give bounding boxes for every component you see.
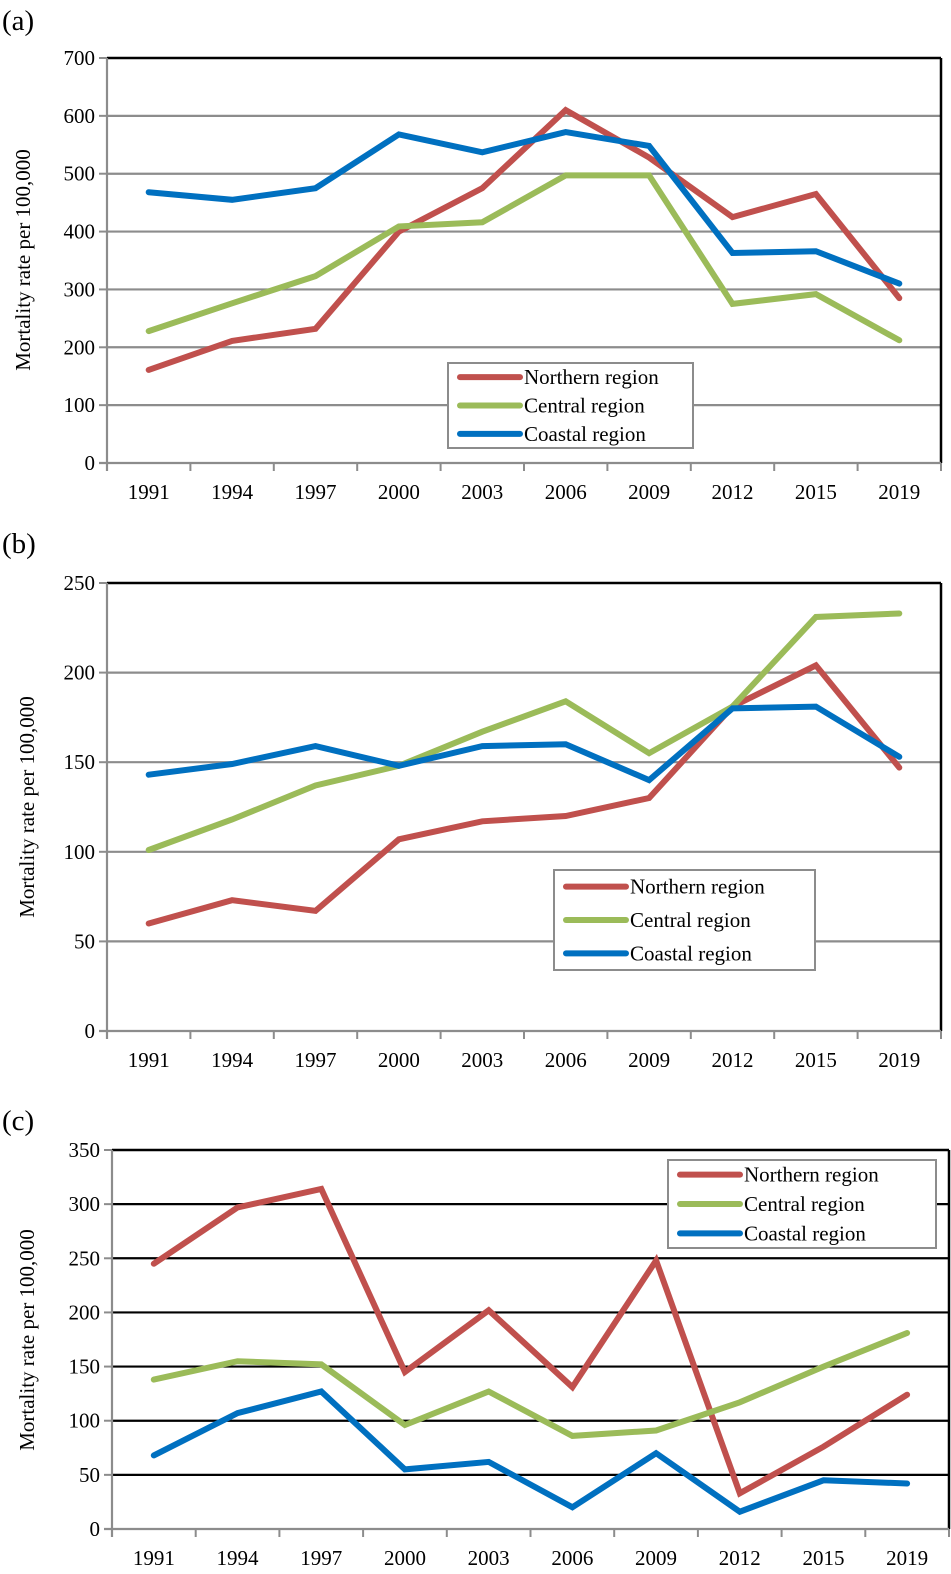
y-tick-label: 500	[64, 162, 96, 186]
x-tick-label: 2015	[795, 480, 837, 504]
x-tick-label: 1991	[128, 480, 170, 504]
series-group	[145, 106, 903, 373]
legend-label: Coastal region	[524, 422, 646, 446]
x-tick-label: 2012	[719, 1546, 761, 1570]
legend-label: Central region	[524, 394, 645, 418]
x-tick-label: 2012	[712, 480, 754, 504]
x-tick-label: 2003	[468, 1546, 510, 1570]
legend: Northern region Central region Coastal reg…	[447, 362, 694, 449]
series-line-coastal-region	[145, 703, 903, 784]
series-line-central-region	[145, 172, 903, 344]
series-line-coastal-region	[150, 1388, 911, 1516]
x-tick-label: 2006	[545, 1048, 587, 1072]
legend-label: Coastal region	[630, 941, 752, 965]
x-tick-label: 2000	[378, 480, 420, 504]
x-tick-label: 2019	[878, 1048, 920, 1072]
x-tick-label: 1997	[295, 1048, 337, 1072]
y-tick-label: 50	[79, 1463, 100, 1487]
legend-label: Coastal region	[744, 1221, 866, 1245]
y-tick-label: 600	[64, 104, 96, 128]
x-tick-label: 2000	[378, 1048, 420, 1072]
legend-label: Central region	[630, 908, 751, 932]
legend-label: Central region	[744, 1192, 865, 1216]
series-group	[145, 610, 903, 927]
y-axis-title: Mortality rate per 100,000	[11, 149, 35, 371]
y-tick-label: 0	[85, 451, 96, 475]
y-tick-label: 100	[64, 840, 96, 864]
x-tick-label: 1997	[300, 1546, 342, 1570]
series-line-northern-region	[145, 106, 903, 373]
x-tick-label: 2015	[795, 1048, 837, 1072]
x-tick-label: 2003	[461, 1048, 503, 1072]
panel-label: (c)	[2, 1105, 34, 1137]
x-tick-label: 2019	[878, 480, 920, 504]
y-tick-label: 200	[64, 661, 96, 685]
y-tick-label: 250	[64, 571, 96, 595]
series-line-northern-region	[150, 1185, 911, 1498]
series-line-central-region	[150, 1330, 911, 1439]
chart-panel: (b) 0 50 100 150 200 250 1991 1994 1997 2000 2003 20…	[2, 528, 943, 1072]
x-tick-label: 1994	[217, 1546, 260, 1570]
y-tick-label: 0	[90, 1517, 101, 1541]
x-tick-label: 2009	[635, 1546, 677, 1570]
y-tick-label: 0	[85, 1019, 96, 1043]
y-tick-label: 350	[69, 1138, 101, 1162]
chart-panel: (a) 0 100 200 300 400 500 600 700 1991 1994 1997 200…	[2, 5, 943, 504]
x-tick-label: 2009	[628, 480, 670, 504]
x-tick-label: 2009	[628, 1048, 670, 1072]
y-tick-label: 150	[64, 750, 96, 774]
y-tick-label: 100	[69, 1409, 101, 1433]
series-line-central-region	[145, 610, 903, 853]
chart-panel: (c) 0 50 100 150 200 250 300 350 1991 1994 1997 2000…	[2, 1105, 951, 1570]
y-axis-title: Mortality rate per 100,000	[15, 1229, 39, 1451]
y-tick-label: 50	[74, 929, 95, 953]
x-tick-label: 2015	[802, 1546, 844, 1570]
x-tick-label: 1994	[211, 1048, 254, 1072]
legend: Northern region Central region Coastal reg…	[667, 1159, 937, 1249]
series-group	[150, 1185, 911, 1516]
x-tick-label: 1991	[128, 1048, 170, 1072]
legend: Northern region Central region Coastal reg…	[553, 869, 816, 971]
x-tick-label: 1991	[133, 1546, 175, 1570]
legend-label: Northern region	[630, 875, 765, 899]
series-line-northern-region	[145, 661, 903, 927]
x-tick-label: 2019	[886, 1546, 928, 1570]
x-tick-label: 2003	[461, 480, 503, 504]
legend-label: Northern region	[744, 1163, 879, 1187]
panel-label: (a)	[2, 5, 34, 37]
legend-label: Northern region	[524, 365, 659, 389]
x-tick-label: 2000	[384, 1546, 426, 1570]
y-tick-label: 300	[64, 277, 96, 301]
y-tick-label: 150	[69, 1355, 101, 1379]
y-tick-label: 300	[69, 1192, 101, 1216]
panel-label: (b)	[2, 528, 36, 560]
y-tick-label: 700	[64, 46, 96, 70]
series-line-coastal-region	[145, 129, 903, 287]
x-tick-label: 1997	[295, 480, 337, 504]
x-tick-label: 1994	[211, 480, 254, 504]
y-tick-label: 200	[69, 1300, 101, 1324]
y-tick-label: 200	[64, 335, 96, 359]
y-axis-title: Mortality rate per 100,000	[15, 696, 39, 918]
x-tick-label: 2006	[545, 480, 587, 504]
y-tick-label: 100	[64, 393, 96, 417]
x-tick-label: 2012	[712, 1048, 754, 1072]
y-tick-label: 400	[64, 220, 96, 244]
y-tick-label: 250	[69, 1246, 101, 1270]
x-tick-label: 2006	[551, 1546, 593, 1570]
